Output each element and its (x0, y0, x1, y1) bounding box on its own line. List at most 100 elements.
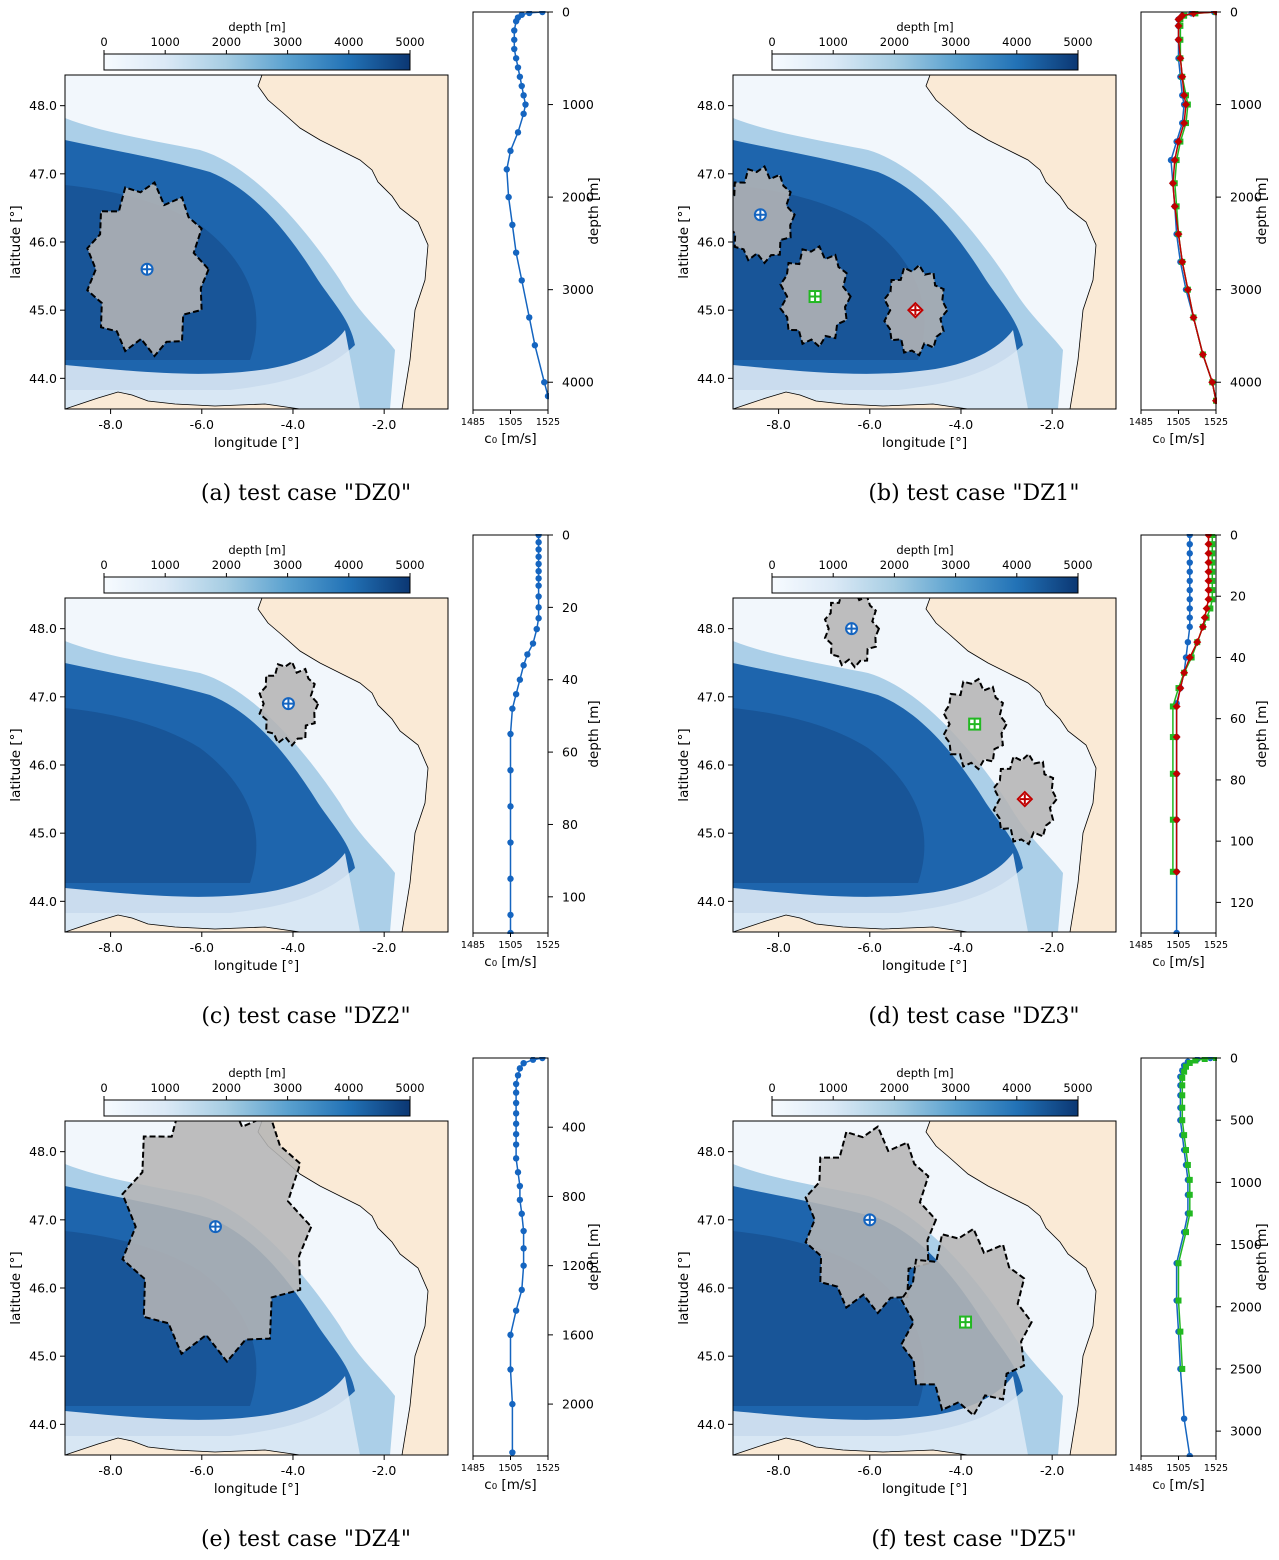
profile-x-tick-label: 1525 (536, 1463, 560, 1474)
profile-x-tick-label: 1525 (536, 940, 560, 951)
profile-point (529, 640, 537, 647)
profile-y-tick-label: 20 (562, 600, 578, 615)
profile-point (1180, 668, 1189, 677)
colorbar-tick-label: 3000 (273, 558, 302, 572)
profile-point (1172, 733, 1181, 742)
zone-marker-cross (846, 623, 857, 634)
profile-y-tick-label: 3000 (562, 282, 594, 297)
panel-f: -8.0 -6.0 -4.0 -2.0 44.0 45.0 46.0 47.0 48.0 long… (676, 1051, 1270, 1553)
profile-point (522, 101, 529, 108)
abyssal-deep (65, 708, 257, 883)
profile-point (1204, 586, 1213, 595)
profile-y-tick-label: 40 (1230, 650, 1246, 665)
profile-x-tick-label: 1505 (498, 417, 522, 428)
map-y-axis-label: latitude [°] (8, 1251, 24, 1324)
land-france (925, 598, 1116, 932)
profile-point (512, 249, 520, 256)
south-shelf (65, 1376, 360, 1455)
profile-point (509, 1449, 516, 1456)
profile-point (1172, 702, 1181, 711)
profile-point (1180, 119, 1189, 128)
profile-point (1176, 684, 1185, 693)
land-spain (65, 391, 301, 409)
profile-point (1179, 1104, 1186, 1111)
colorbar-label: depth [m] (228, 20, 285, 34)
zone-marker (1016, 790, 1034, 808)
map-x-tick-label: -4.0 (281, 940, 305, 955)
profile-x-tick-label: 1505 (1166, 1463, 1190, 1474)
colorbar-tick-label: 1000 (151, 558, 180, 572)
map-y-tick-label: 47.0 (29, 689, 57, 704)
profile-point (507, 1366, 514, 1373)
profile-y-tick-label: 3000 (1230, 1424, 1262, 1439)
colorbar-tick-label: 0 (768, 558, 775, 572)
panel-caption: (d) test case "DZ3" (868, 1004, 1079, 1029)
profile-y-tick-label: 2000 (562, 190, 594, 205)
profile-point (1174, 15, 1183, 24)
profile-point (507, 147, 514, 155)
map-x-tick-label: -2.0 (1040, 1463, 1064, 1478)
profile-x-tick-label: 1505 (498, 940, 522, 951)
profile-point (1174, 21, 1183, 30)
profile-line-series-0 (509, 535, 540, 933)
colorbar-label: depth [m] (228, 1066, 285, 1080)
zone-marker-cross (960, 1317, 971, 1328)
zone-marker (208, 1220, 222, 1234)
south-shelf (733, 1376, 1028, 1455)
profile-y-axis-label: depth [m] (1254, 700, 1270, 767)
zone-marker-cross (1019, 794, 1030, 805)
map-y-tick-label: 45.0 (29, 826, 57, 841)
zone-marker-cross (969, 719, 980, 730)
panel-caption: (b) test case "DZ1" (868, 481, 1079, 506)
profile-point (520, 1227, 527, 1235)
profile-point (1180, 1415, 1188, 1422)
profile-point (1172, 815, 1181, 824)
profile-y-tick-label: 0 (562, 5, 570, 20)
map-x-tick-label: -8.0 (98, 1463, 122, 1478)
profile-point (1176, 54, 1185, 63)
profile-point (1184, 1161, 1191, 1168)
profile-point (1183, 1063, 1189, 1070)
panel-a: -8.0 -6.0 -4.0 -2.0 44.0 45.0 46.0 47.0 48.0 long… (8, 5, 602, 507)
profile-area (503, 11, 549, 400)
profile-y-tick-label: 1000 (1230, 1175, 1262, 1190)
profile-point (1175, 1260, 1182, 1267)
profile-point (512, 1155, 520, 1162)
colorbar (103, 53, 411, 71)
profile-point (514, 1169, 522, 1176)
profile-point (1186, 540, 1193, 548)
profile-y-tick-label: 2000 (1230, 1299, 1262, 1314)
colorbar-tick-label: 2000 (212, 35, 241, 49)
profile-point (518, 1286, 525, 1294)
profile-point (512, 691, 520, 698)
profile-x-tick-label: 1485 (1129, 417, 1153, 428)
profile-point (1213, 1057, 1217, 1061)
profile-point (1172, 867, 1181, 876)
panel-c: -8.0 -6.0 -4.0 -2.0 44.0 45.0 46.0 47.0 48.0 long… (8, 528, 602, 1030)
profile-point (512, 1089, 520, 1096)
colorbar-tick-label: 2000 (880, 35, 909, 49)
profile-point (1204, 595, 1213, 604)
profile-point (535, 539, 542, 546)
profile-point (1170, 156, 1179, 165)
panel-caption: (e) test case "DZ4" (201, 1527, 411, 1552)
map-x-tick-label: -8.0 (766, 1463, 790, 1478)
map-y-tick-label: 44.0 (697, 1417, 725, 1432)
profile-point (507, 875, 514, 882)
profile-point (512, 1307, 520, 1314)
map-area (65, 1121, 448, 1455)
map-x-axis-label: longitude [°] (214, 1481, 299, 1497)
profile-y-tick-label: 80 (1230, 772, 1246, 787)
profile-point (1208, 378, 1217, 387)
panel-caption: (c) test case "DZ2" (201, 1004, 410, 1029)
profile-point (1204, 558, 1213, 567)
colorbar-tick-label: 0 (100, 558, 107, 572)
colorbar (771, 576, 1079, 594)
profile-point (1186, 559, 1193, 566)
profile-point (507, 911, 514, 919)
map-y-tick-label: 44.0 (29, 371, 57, 386)
profile-point (512, 1130, 520, 1138)
profile-point (535, 546, 542, 553)
profile-point (533, 625, 540, 633)
profile-line-series-0 (509, 1057, 543, 1453)
